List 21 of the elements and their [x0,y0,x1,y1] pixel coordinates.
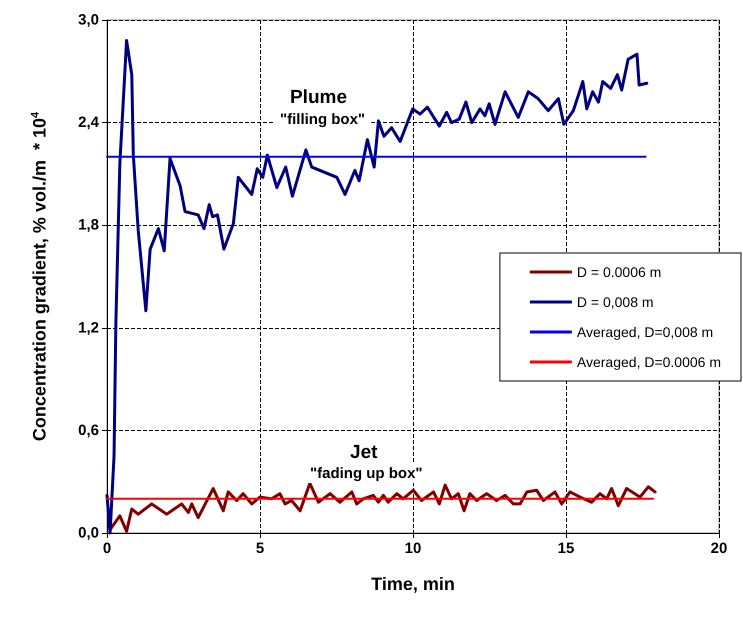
annotation: "fading up box" [310,465,423,482]
legend-label: D = 0,008 m [576,294,654,310]
annotation: "filling box" [280,111,366,128]
x-tick-label: 20 [710,540,728,557]
x-axis-title: Time, min [371,574,455,594]
y-tick-label: 0,6 [78,422,99,439]
x-tick-label: 0 [102,540,112,557]
x-tick-label: 5 [256,540,264,557]
x-tick-label: 10 [404,540,422,557]
legend-label: Averaged, D=0.0006 m [576,354,722,370]
y-tick-label: 0,0 [78,524,99,542]
legend-label: D = 0.0006 m [576,264,662,280]
legend-label: Averaged, D=0,008 m [576,324,714,340]
y-tick-label: 1,8 [78,216,99,234]
x-tick-label: 15 [558,540,574,557]
y-tick-label: 1,2 [78,319,99,336]
y-tick-label: 2,4 [78,114,100,132]
y-axis-title: Concentration gradient, % vol./m * 104 [30,111,50,442]
annotation: Plume [290,87,348,108]
annotation: Jet [350,442,378,463]
y-tick-label: 3,0 [78,12,99,28]
